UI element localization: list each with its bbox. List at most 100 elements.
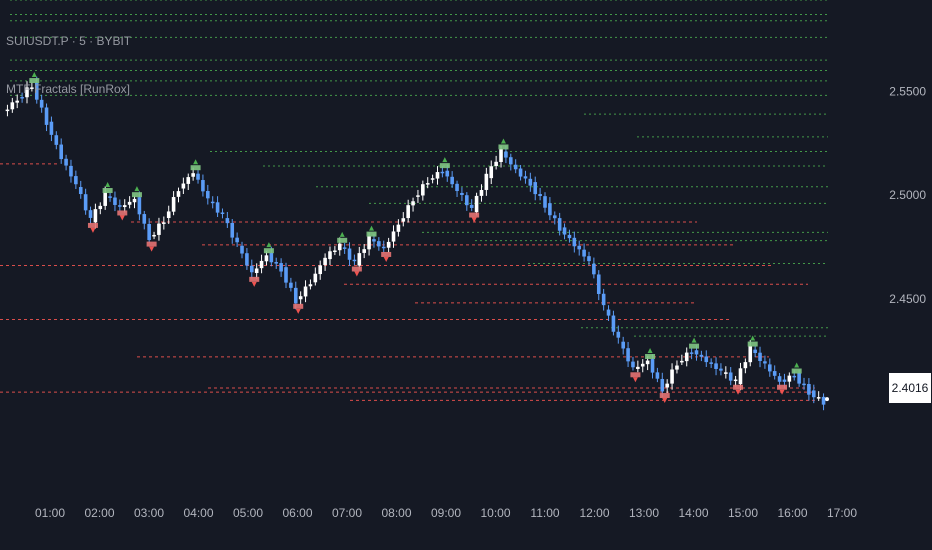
candle-down <box>235 237 239 243</box>
candle-up <box>318 265 323 275</box>
candle-down <box>582 249 586 257</box>
candle-down <box>240 245 244 254</box>
candle-up <box>313 273 318 283</box>
bull-fractal-box <box>791 368 802 374</box>
bear-fractal-box <box>146 241 157 247</box>
candle-down <box>220 212 225 214</box>
bull-fractal-arrow <box>500 138 506 144</box>
candle-down <box>592 263 596 275</box>
candle-down <box>802 383 806 386</box>
candle-down <box>538 194 542 197</box>
candle-down <box>616 331 621 338</box>
time-tick-label: 13:00 <box>629 506 659 520</box>
candle-up <box>30 87 34 89</box>
price-tick-label: 2.4500 <box>889 292 926 306</box>
candle-up <box>98 205 103 210</box>
candle-down <box>59 144 63 160</box>
candle-up <box>636 366 640 369</box>
candle-down <box>289 282 293 288</box>
bull-fractal-box <box>498 144 509 150</box>
bear-fractal-box <box>117 210 128 216</box>
candle-up <box>425 183 430 185</box>
bull-fractal-box <box>337 237 348 243</box>
bull-fractal-box <box>645 353 656 359</box>
bear-fractal-box <box>777 384 788 390</box>
time-tick-label: 10:00 <box>480 506 510 520</box>
candle-up <box>254 268 259 274</box>
candle-up <box>308 284 313 287</box>
candle-up <box>435 172 440 179</box>
candle-up <box>665 383 669 388</box>
candle-down <box>284 267 288 283</box>
candle-down <box>777 376 782 382</box>
last-price-label: 2.4016 <box>889 373 931 403</box>
candle-down <box>821 396 826 405</box>
indicator-title[interactable]: MTF Fractals [RunRox] <box>6 82 131 96</box>
candle-up <box>10 102 15 110</box>
bear-fractal-arrow <box>119 215 125 221</box>
candle-down <box>513 164 518 170</box>
bull-fractal-box <box>102 188 113 194</box>
time-tick-label: 05:00 <box>233 506 263 520</box>
bull-fractal-box <box>366 231 377 237</box>
candle-down <box>811 390 816 398</box>
candle-up <box>816 397 821 399</box>
candle-down <box>147 223 151 241</box>
bear-fractal-box <box>659 393 670 399</box>
symbol-title[interactable]: SUIUSDT.P · 5 · BYBIT <box>6 34 132 48</box>
candle-up <box>421 184 425 196</box>
candle-up <box>670 369 674 384</box>
bull-fractal-box <box>689 343 700 349</box>
candle-down <box>689 352 694 354</box>
candle-down <box>567 234 572 239</box>
bull-fractal-box <box>747 341 758 347</box>
bull-fractal-arrow <box>750 335 756 341</box>
candle-down <box>274 262 279 264</box>
candle-up <box>298 296 303 300</box>
time-tick-label: 06:00 <box>282 506 312 520</box>
candle-down <box>342 247 347 249</box>
bull-fractal-arrow <box>442 157 448 163</box>
candle-up <box>337 243 342 251</box>
candle-up <box>25 87 29 98</box>
candle-up <box>640 363 645 367</box>
candle-down <box>74 176 78 185</box>
time-tick-label: 09:00 <box>431 506 461 520</box>
candle-up <box>479 190 484 196</box>
candle-down <box>83 194 88 211</box>
price-tick-label: 2.5500 <box>889 84 926 98</box>
candle-down <box>230 222 235 238</box>
time-tick-label: 14:00 <box>678 506 708 520</box>
bear-fractal-box <box>469 212 480 218</box>
candle-down <box>719 368 723 371</box>
candle-down <box>142 214 147 224</box>
candle-down <box>508 157 513 165</box>
candle-down <box>528 178 533 186</box>
bull-fractal-arrow <box>105 182 111 188</box>
candle-down <box>797 372 801 384</box>
bear-fractal-arrow <box>295 308 301 314</box>
candle-up <box>738 368 743 385</box>
price-tick-label: 2.5000 <box>889 188 926 202</box>
candle-down <box>455 183 459 192</box>
candle-up <box>181 183 186 189</box>
candle-down <box>293 287 298 304</box>
candle-down <box>572 237 577 247</box>
candle-down <box>606 309 611 316</box>
candle-down <box>113 197 117 205</box>
candle-up <box>396 224 401 232</box>
candle-down <box>225 218 230 224</box>
candle-up <box>362 249 366 253</box>
candle-up <box>645 360 650 365</box>
bull-fractal-arrow <box>794 362 800 368</box>
candle-down <box>352 259 357 262</box>
candle-up <box>494 161 498 167</box>
bear-fractal-box <box>293 303 304 309</box>
time-tick-label: 17:00 <box>827 506 857 520</box>
candle-down <box>39 99 44 108</box>
candle-down <box>249 265 254 273</box>
candle-down <box>763 361 767 364</box>
candle-up <box>680 360 684 363</box>
time-tick-label: 02:00 <box>84 506 114 520</box>
